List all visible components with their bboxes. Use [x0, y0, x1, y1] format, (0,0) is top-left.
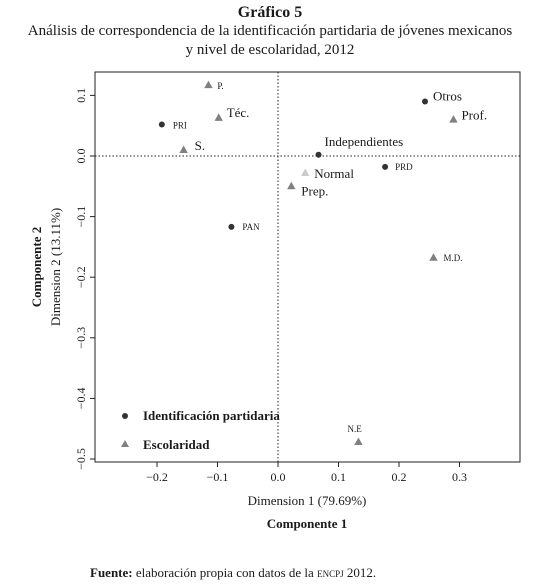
point-s — [179, 145, 188, 153]
source-text: elaboración propia con datos de la — [135, 565, 314, 580]
x-axis-bold-label: Componente 1 — [267, 516, 348, 531]
y-tick-label: −0.4 — [74, 388, 88, 410]
point-label-s: S. — [195, 138, 205, 153]
x-axis-ticks: −0.2 −0.1 0.0 0.1 0.2 0.3 — [146, 462, 467, 484]
x-axis-label: Dimension 1 (79.69%) — [248, 493, 367, 508]
point-tc — [214, 113, 223, 121]
y-tick-label: −0.3 — [74, 327, 88, 349]
point-ne — [354, 437, 363, 446]
y-axis-label: Dimension 2 (13.11%) — [48, 208, 63, 326]
legend-triangle-marker — [121, 440, 129, 447]
legend: Identificación partidaria Escolaridad — [121, 408, 280, 452]
y-axis-bold-label: Componente 2 — [29, 227, 44, 308]
y-tick-label: 0.0 — [74, 149, 88, 164]
point-label-pri: PRI — [173, 120, 187, 130]
point-label-prof: Prof. — [461, 108, 487, 123]
point-label-normal: Normal — [314, 166, 354, 181]
point-prep — [287, 181, 296, 190]
source-note: Fuente: elaboración propia con datos de … — [90, 565, 376, 581]
x-tick-label: −0.1 — [207, 470, 229, 484]
point-label-p: P. — [217, 81, 223, 91]
point-label-otros: Otros — [433, 88, 462, 103]
point-pri — [158, 121, 165, 128]
point-label-md: M.D. — [443, 253, 462, 263]
source-year: 2012. — [346, 565, 377, 580]
plot-frame — [94, 71, 521, 463]
data-points: PRI PAN Independientes PRD Otros P. Téc. S. Norm… — [158, 80, 487, 446]
x-tick-label: 0.3 — [452, 470, 467, 484]
chart-title-line2: y nivel de escolaridad, 2012 — [185, 42, 355, 58]
point-prd — [382, 163, 389, 170]
point-label-tc: Téc. — [227, 105, 250, 120]
x-tick-label: 0.1 — [331, 470, 346, 484]
legend-item-schooling: Escolaridad — [143, 437, 210, 452]
point-label-pan: PAN — [242, 222, 260, 232]
point-independientes — [315, 151, 322, 158]
chart-title-line1: Análisis de correspondencia de la identi… — [27, 23, 513, 39]
source-acronym: encpj — [317, 565, 344, 580]
point-label-independientes: Independientes — [325, 134, 404, 149]
figure-label: Gráfico 5 — [237, 4, 303, 21]
point-otros — [422, 98, 429, 105]
point-normal — [301, 168, 310, 176]
point-label-prd: PRD — [395, 162, 413, 172]
point-p — [204, 80, 213, 89]
y-tick-label: −0.5 — [74, 448, 88, 470]
x-tick-label: 0.0 — [271, 470, 286, 484]
legend-item-party: Identificación partidaria — [143, 408, 280, 423]
point-label-ne: N.E — [347, 424, 362, 434]
point-md — [429, 253, 438, 261]
legend-circle-marker — [122, 413, 128, 419]
point-label-prep: Prep. — [301, 183, 328, 198]
y-tick-label: −0.1 — [74, 206, 88, 228]
y-tick-label: 0.1 — [74, 88, 88, 103]
source-label: Fuente: — [90, 565, 133, 580]
point-pan — [228, 223, 235, 230]
x-tick-label: 0.2 — [392, 470, 407, 484]
y-axis-ticks: 0.1 0.0 −0.1 −0.2 −0.3 −0.4 −0.5 — [74, 88, 95, 470]
y-tick-label: −0.2 — [74, 266, 88, 288]
x-tick-label: −0.2 — [146, 470, 168, 484]
point-prof — [449, 115, 458, 123]
